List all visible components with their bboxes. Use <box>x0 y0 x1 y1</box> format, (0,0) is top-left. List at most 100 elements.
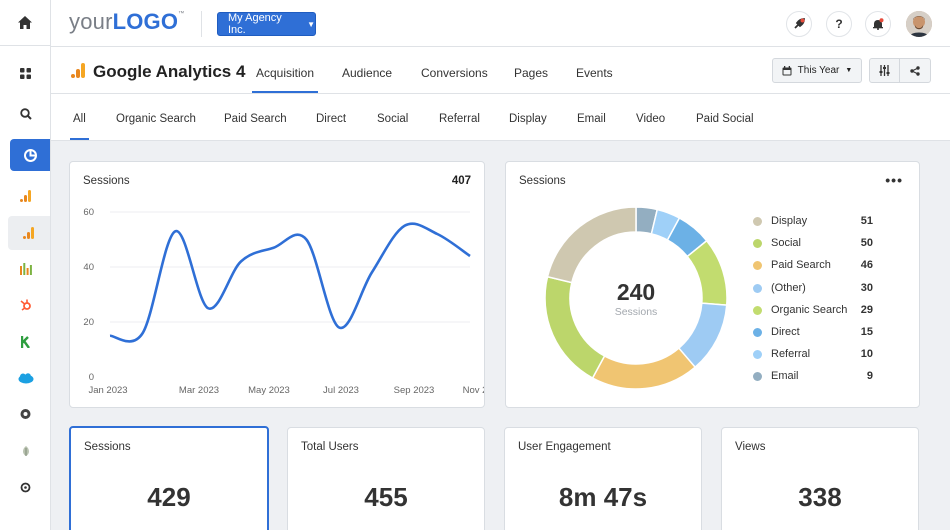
date-range-button[interactable]: This Year ▼ <box>772 58 862 83</box>
date-range-label: This Year <box>797 65 840 76</box>
sessions-donut-card: Sessions ••• 240 Sessions Display 51 Socia… <box>505 161 920 408</box>
sessions-line-card: Sessions 407 60 40 20 0 Jan 2023 Mar 2023 May … <box>69 161 485 408</box>
legend-item[interactable]: Direct 15 <box>753 326 883 340</box>
sidebar-item-search[interactable] <box>0 97 51 131</box>
sidebar-home[interactable] <box>0 0 50 46</box>
x-tick-label: May 2023 <box>248 385 290 396</box>
card-title: Sessions <box>83 175 130 187</box>
subtab-email[interactable]: Email <box>577 113 606 125</box>
donut-slice-paid-search[interactable] <box>591 347 697 390</box>
help-button[interactable]: ? <box>826 11 852 37</box>
kpi-value: 8m 47s <box>558 482 648 512</box>
rocket-icon <box>794 18 805 29</box>
bell-icon <box>873 18 884 30</box>
donut-center-label: Sessions <box>614 306 658 318</box>
subtab-direct[interactable]: Direct <box>316 113 347 125</box>
channel-tabs: All Organic Search Paid Search Direct So… <box>51 94 950 141</box>
donut-slice-display[interactable] <box>546 206 637 284</box>
sidebar-item-analytics[interactable] <box>0 179 51 213</box>
top-bar: yourLOGO™ My Agency Inc. ▼ ? <box>51 0 950 47</box>
calendar-icon <box>782 65 792 75</box>
logo-bold: LOGO <box>112 9 179 34</box>
more-options-icon[interactable]: ••• <box>885 172 903 188</box>
avatar-face-icon <box>906 11 932 37</box>
sessions-series-line <box>109 222 471 343</box>
subtab-social[interactable]: Social <box>377 113 409 125</box>
filter-settings-button[interactable] <box>870 59 901 82</box>
legend-value: 9 <box>866 370 873 383</box>
kpi-title: Views <box>735 441 766 453</box>
leaf-icon <box>22 446 29 456</box>
legend-item[interactable]: Paid Search 46 <box>753 259 883 273</box>
legend-item[interactable]: Referral 10 <box>753 348 883 362</box>
logo-prefix: your <box>69 9 113 34</box>
sidebar-item-reports[interactable] <box>10 139 50 171</box>
subtab-paid-social[interactable]: Paid Social <box>696 113 754 125</box>
page-title: Google Analytics 4 <box>93 62 246 81</box>
tab-events[interactable]: Events <box>576 66 613 80</box>
kpi-card-user-engagement[interactable]: User Engagement 8m 47s <box>504 427 702 530</box>
agency-label: My Agency Inc. <box>228 12 282 36</box>
kpi-title: Total Users <box>301 441 359 453</box>
sidebar-item-google-ads[interactable] <box>0 252 51 286</box>
sidebar-item-hubspot[interactable] <box>0 288 51 322</box>
kpi-card-views[interactable]: Views 338 <box>721 427 919 530</box>
subtab-paid-search[interactable]: Paid Search <box>224 113 287 125</box>
grid-icon <box>20 67 31 79</box>
subtab-organic-search[interactable]: Organic Search <box>116 113 196 125</box>
kpi-value: 455 <box>364 482 408 512</box>
tab-audience[interactable]: Audience <box>342 66 393 80</box>
legend-value: 15 <box>860 326 873 338</box>
agency-selector-button[interactable]: My Agency Inc. ▼ <box>217 12 316 36</box>
x-tick-label: Sep 2023 <box>394 385 435 396</box>
y-tick-label: 40 <box>83 262 94 273</box>
subtab-referral[interactable]: Referral <box>439 113 480 125</box>
legend-label: Direct <box>771 326 800 338</box>
pie-chart-icon <box>23 148 37 162</box>
legend-item[interactable]: Organic Search 29 <box>753 304 883 318</box>
sessions-donut-chart <box>544 206 728 390</box>
y-tick-label: 20 <box>83 317 94 328</box>
brand-logo[interactable]: yourLOGO™ <box>69 9 184 35</box>
subtab-display[interactable]: Display <box>509 113 547 125</box>
subtab-video[interactable]: Video <box>636 113 666 125</box>
tab-acquisition[interactable]: Acquisition <box>251 66 319 93</box>
legend-value: 46 <box>860 259 873 272</box>
legend-item[interactable]: Email 9 <box>753 370 883 384</box>
legend-item[interactable]: Display 51 <box>753 215 883 229</box>
sidebar-item-dashboard[interactable] <box>0 56 51 90</box>
notifications-button[interactable] <box>865 11 891 37</box>
app-header: Google Analytics 4 Acquisition Audience … <box>51 47 950 94</box>
share-button[interactable] <box>900 59 930 82</box>
legend-swatch <box>753 261 762 271</box>
logo-divider <box>201 11 202 37</box>
x-tick-label: Nov 2... <box>463 385 484 396</box>
user-avatar[interactable] <box>906 11 932 37</box>
subtab-all[interactable]: All <box>70 113 89 140</box>
kpi-value: 338 <box>798 482 842 512</box>
card-title: Sessions <box>519 175 566 187</box>
sidebar-item-settings[interactable] <box>0 470 51 504</box>
google-analytics-4-icon <box>23 227 34 239</box>
legend-item[interactable]: (Other) 30 <box>753 282 883 296</box>
sidebar-item-integration[interactable] <box>0 397 51 431</box>
legend-swatch <box>753 283 762 293</box>
bars-icon <box>19 263 32 275</box>
sidebar-item-plugin[interactable] <box>0 434 51 468</box>
share-icon <box>910 65 920 76</box>
x-tick-label: Mar 2023 <box>179 385 219 396</box>
legend-swatch <box>753 372 762 382</box>
donut-center-value: 240 <box>616 279 656 305</box>
legend-item[interactable]: Social 50 <box>753 237 883 251</box>
kpi-card-sessions[interactable]: Sessions 429 <box>69 426 269 530</box>
sidebar-item-salesforce[interactable] <box>0 361 51 395</box>
tab-pages[interactable]: Pages <box>514 66 549 80</box>
logo-trademark: ™ <box>178 11 185 17</box>
tab-conversions[interactable]: Conversions <box>421 66 488 80</box>
sidebar-item-klaviyo[interactable] <box>0 325 51 359</box>
sidebar-item-ga4[interactable] <box>8 216 50 250</box>
kpi-card-total-users[interactable]: Total Users 455 <box>287 427 485 530</box>
badge-icon <box>20 409 31 419</box>
question-icon: ? <box>835 17 843 31</box>
whats-new-button[interactable] <box>786 11 812 37</box>
